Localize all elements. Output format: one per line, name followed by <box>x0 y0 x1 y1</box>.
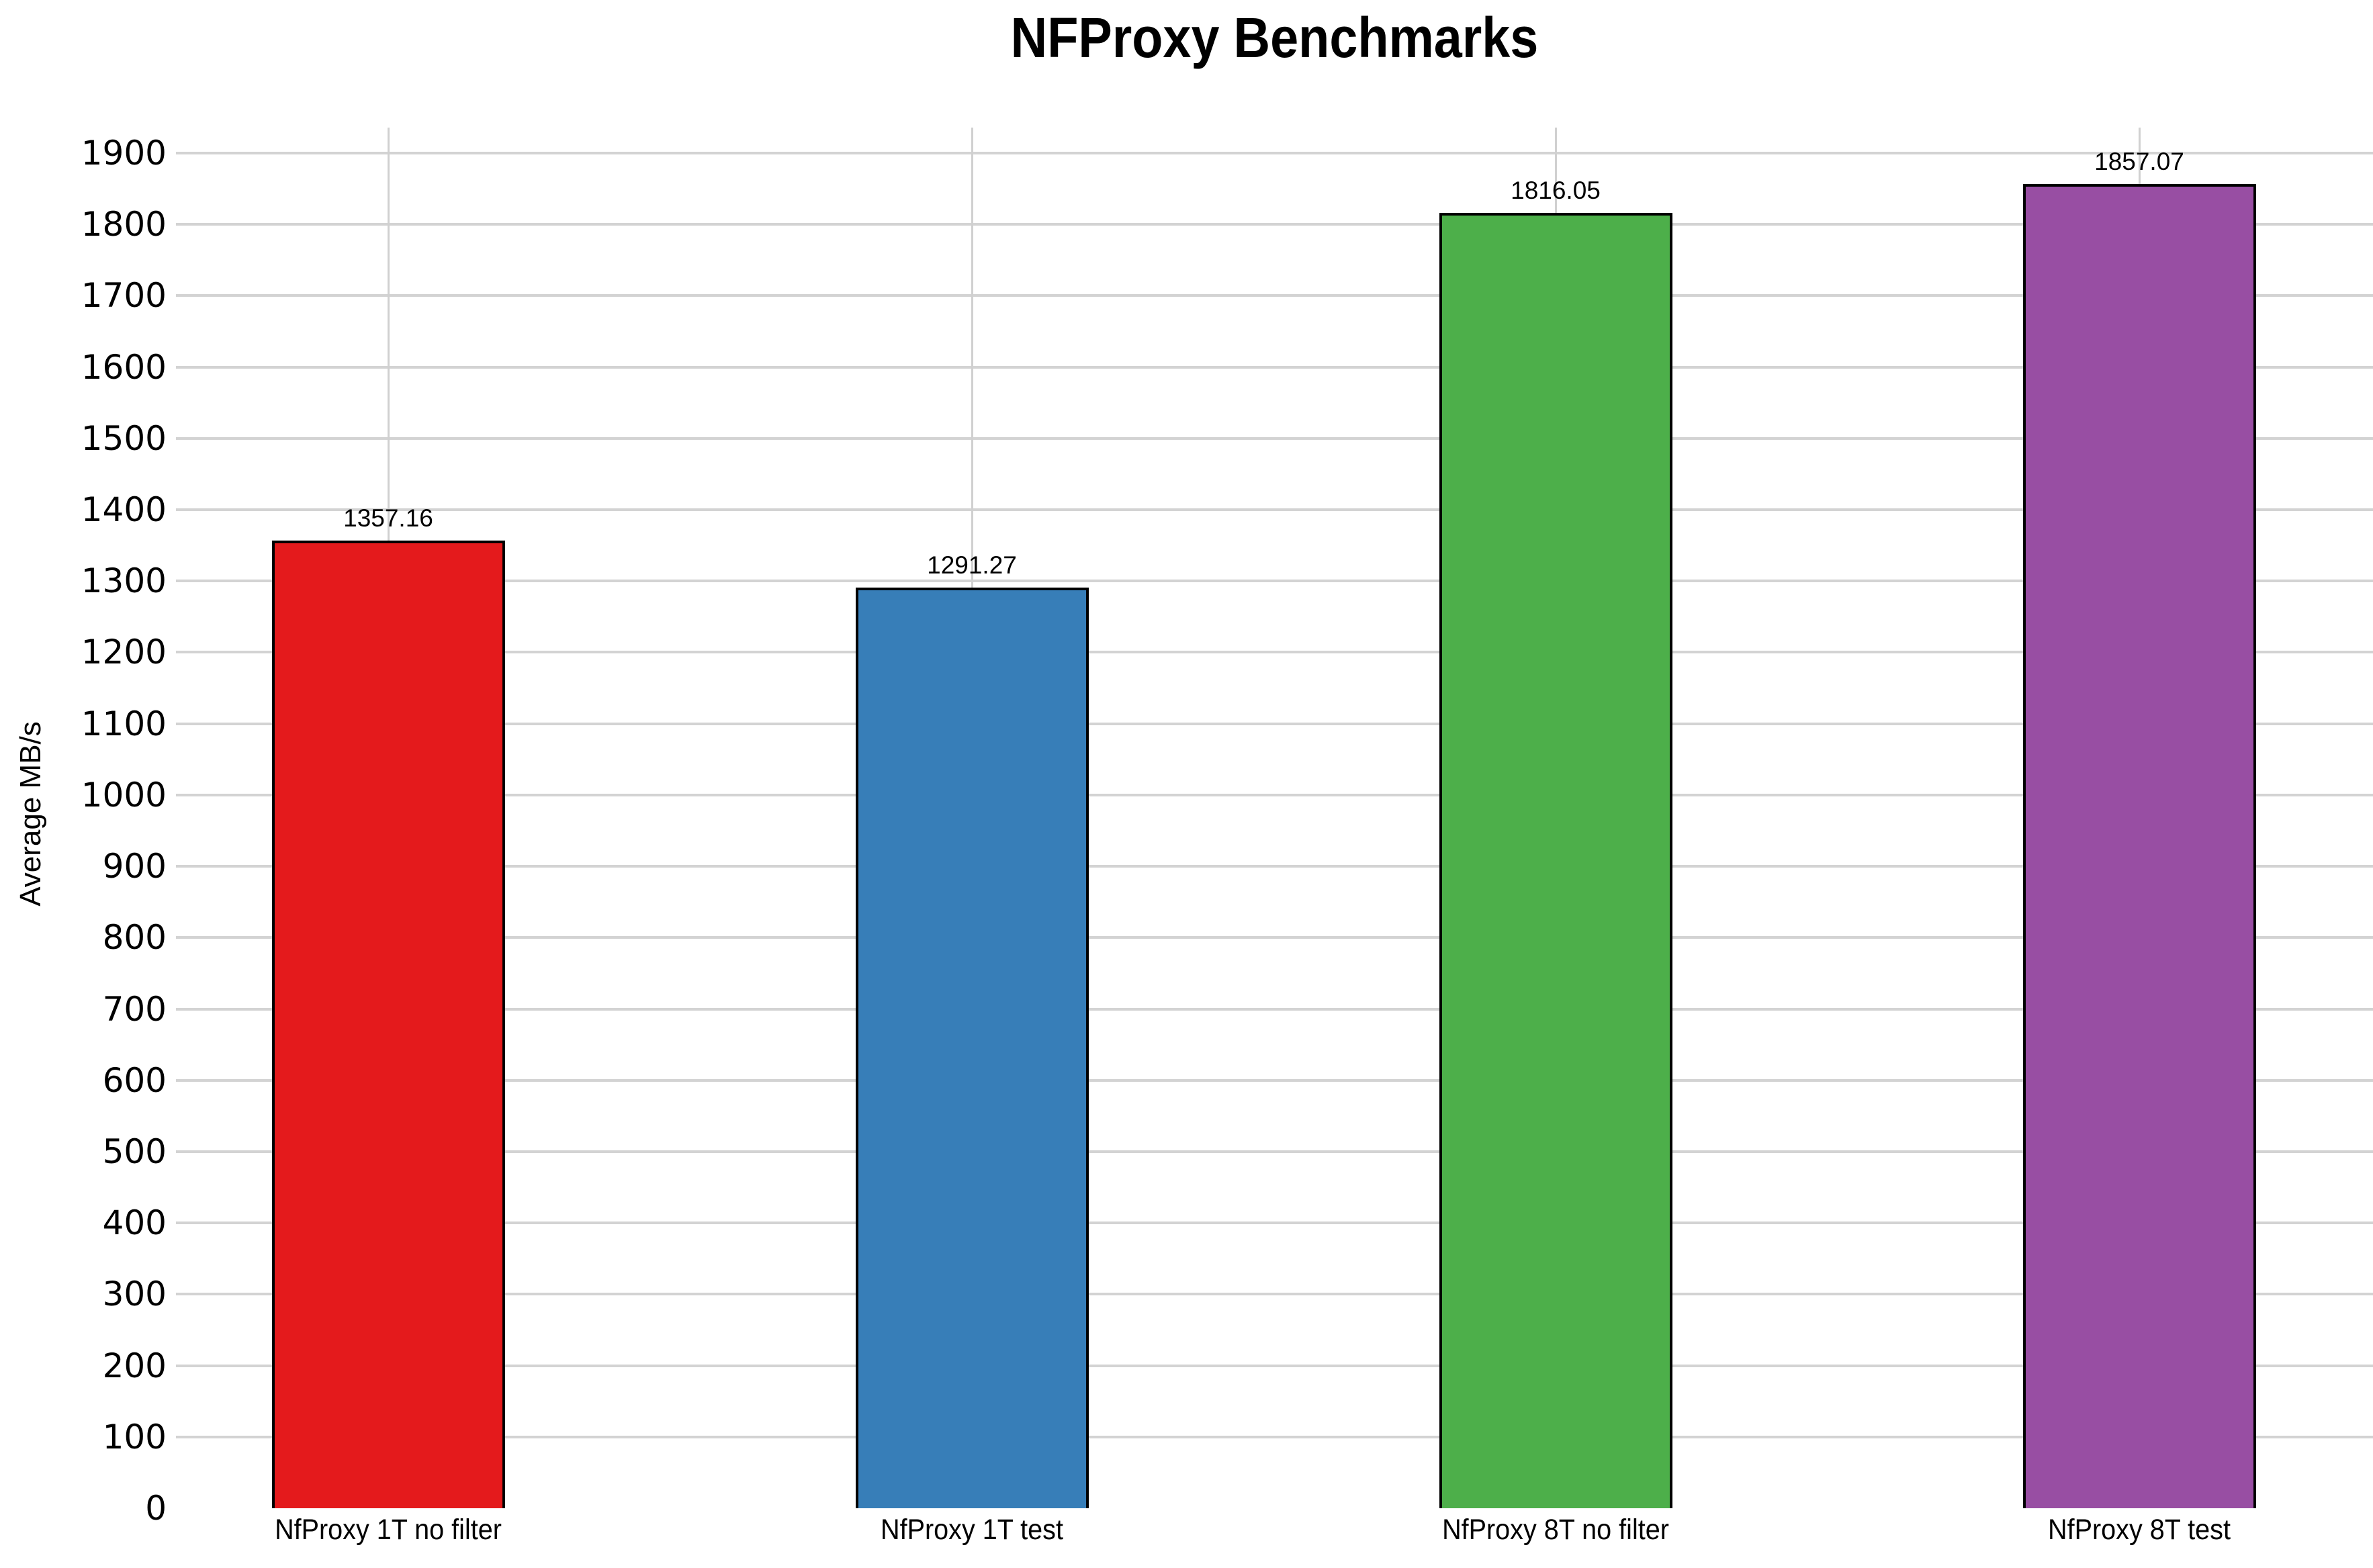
y-tick-label: 1100 <box>81 704 167 743</box>
y-tick-label: 500 <box>102 1132 167 1171</box>
y-tick-label: 1000 <box>81 775 167 815</box>
x-category-label: NfProxy 8T no filter <box>1442 1514 1669 1546</box>
h-gridline <box>176 936 2373 939</box>
y-tick-label: 0 <box>145 1489 167 1528</box>
y-tick-label: 1300 <box>81 561 167 601</box>
h-gridline <box>176 1007 2373 1011</box>
bar-3 <box>1439 213 1672 1508</box>
bar-2 <box>855 587 1089 1508</box>
h-gridline <box>176 793 2373 796</box>
y-tick-label: 1900 <box>81 134 167 173</box>
h-gridline <box>176 1293 2373 1296</box>
y-tick-label: 1700 <box>81 276 167 316</box>
x-category-label: NfProxy 1T test <box>881 1514 1063 1546</box>
y-tick-label: 100 <box>102 1417 167 1457</box>
bar-1 <box>271 540 505 1508</box>
y-tick-label: 1500 <box>81 418 167 458</box>
y-tick-label: 900 <box>102 847 167 886</box>
chart-title: NFProxy Benchmarks <box>1010 6 1539 69</box>
h-gridline <box>176 580 2373 583</box>
y-tick-label: 700 <box>102 989 167 1029</box>
h-gridline <box>176 223 2373 226</box>
h-gridline <box>176 651 2373 654</box>
h-gridline <box>176 865 2373 868</box>
bar-value-label: 1357.16 <box>343 504 433 532</box>
h-gridline <box>176 1435 2373 1438</box>
x-category-label: NfProxy 8T test <box>2048 1514 2231 1546</box>
h-gridline <box>176 508 2373 512</box>
h-gridline <box>176 1221 2373 1225</box>
h-gridline <box>176 436 2373 440</box>
h-gridline <box>176 152 2373 154</box>
h-gridline <box>176 294 2373 297</box>
bar-value-label: 1291.27 <box>927 551 1017 579</box>
y-tick-label: 1800 <box>81 205 167 244</box>
y-tick-label: 800 <box>102 918 167 958</box>
y-tick-label: 1400 <box>81 490 167 530</box>
y-tick-label: 1600 <box>81 347 167 387</box>
bar-4 <box>2022 183 2256 1508</box>
h-gridline <box>176 1364 2373 1367</box>
y-tick-label: 600 <box>102 1060 167 1100</box>
h-gridline <box>176 1078 2373 1082</box>
y-tick-label: 400 <box>102 1203 167 1243</box>
h-gridline <box>176 722 2373 725</box>
h-gridline <box>176 365 2373 369</box>
bar-value-label: 1857.07 <box>2094 147 2184 175</box>
x-category-label: NfProxy 1T no filter <box>275 1514 502 1546</box>
y-tick-label: 200 <box>102 1346 167 1385</box>
bar-value-label: 1816.05 <box>1511 177 1601 205</box>
h-gridline <box>176 1150 2373 1153</box>
y-tick-label: 1200 <box>81 633 167 672</box>
y-tick-label: 300 <box>102 1275 167 1314</box>
